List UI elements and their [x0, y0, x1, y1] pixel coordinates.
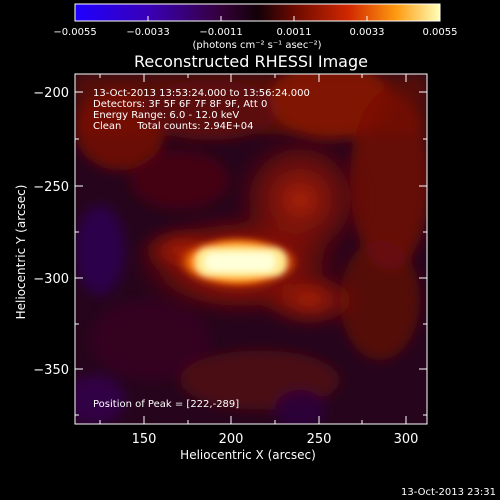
colorbar-units: (photons cm⁻² s⁻¹ asec⁻²)	[192, 40, 321, 51]
x-tick-label: 250	[307, 432, 332, 447]
x-tick-labels: 150 200 250 300	[132, 432, 419, 447]
colorbar-tick-marks	[74, 16, 441, 21]
image-annotations: 13-Oct-2013 13:53:24.000 to 13:56:24.000…	[93, 88, 310, 410]
peak-position-text: Position of Peak = [222,-289]	[93, 399, 239, 410]
colorbar-tick: −0.0011	[199, 27, 242, 38]
colorbar-tick: 0.0011	[277, 27, 312, 38]
x-tick-label: 150	[132, 432, 157, 447]
x-tick-label: 300	[394, 432, 419, 447]
energy-range-text: Energy Range: 6.0 - 12.0 keV	[93, 110, 239, 121]
y-tick-label: −250	[33, 180, 69, 195]
plot-frame	[74, 73, 428, 425]
background-noise	[75, 74, 427, 424]
plot-title: Reconstructed RHESSI Image	[134, 52, 368, 71]
colorbar-tick: −0.0033	[126, 27, 169, 38]
colorbar-gradient	[74, 3, 441, 22]
y-tick-label: −350	[33, 363, 69, 378]
colorbar: −0.0055 −0.0033 −0.0011 0.0011 0.0033 0.…	[53, 3, 458, 51]
y-tick-label: −200	[33, 86, 69, 101]
time-range-text: 13-Oct-2013 13:53:24.000 to 13:56:24.000	[93, 88, 310, 99]
x-axis-label: Heliocentric X (arcsec)	[180, 448, 316, 462]
detectors-text: Detectors: 3F 5F 6F 7F 8F 9F, Att 0	[93, 99, 267, 110]
rhessi-image	[75, 74, 427, 424]
clean-counts-text: Clean Total counts: 2.94E+04	[93, 121, 253, 132]
colorbar-tick: 0.0033	[350, 27, 385, 38]
x-tick-label: 200	[219, 432, 244, 447]
timestamp: 13-Oct-2013 23:31	[401, 487, 496, 498]
colorbar-tick: −0.0055	[53, 27, 96, 38]
y-axis-label: Heliocentric Y (arcsec)	[14, 185, 28, 320]
y-tick-label: −300	[33, 272, 69, 287]
y-tick-labels: −200 −250 −300 −350	[33, 86, 69, 378]
bright-source	[176, 236, 300, 288]
colorbar-tick: 0.0055	[423, 27, 458, 38]
